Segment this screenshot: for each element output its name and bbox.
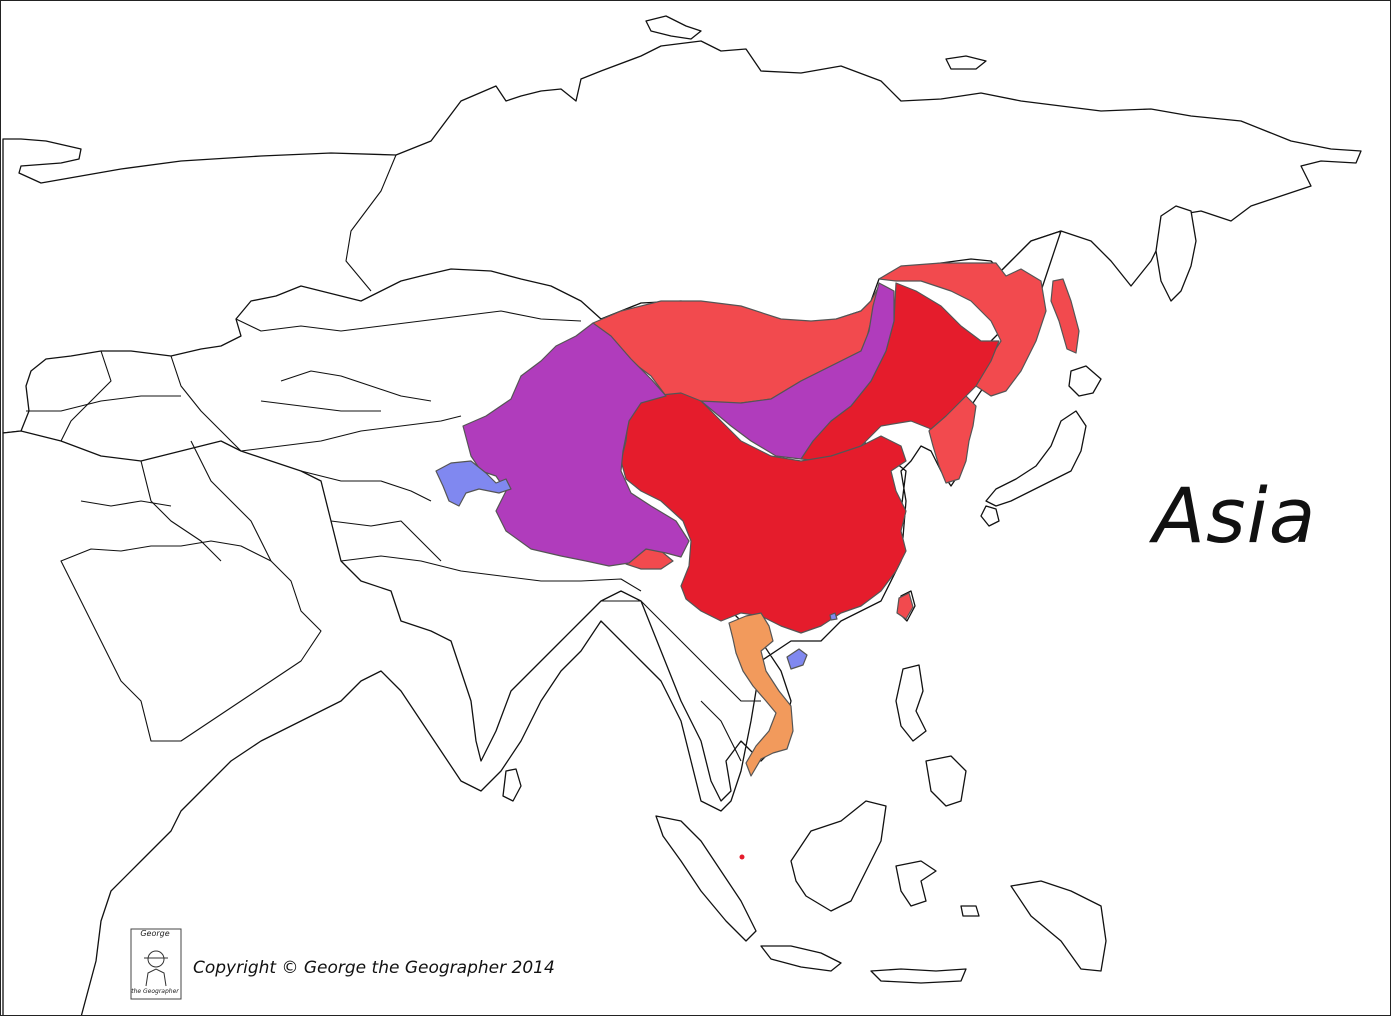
japan-hokkaido — [1068, 365, 1102, 397]
logo-emblem — [130, 928, 182, 1000]
borneo — [790, 800, 887, 912]
japan-kyushu — [980, 505, 1000, 527]
region-inner-mongolia — [700, 282, 895, 460]
severnaya-zemlya — [945, 55, 987, 70]
region-china — [620, 392, 907, 634]
lesser-sunda — [870, 968, 967, 984]
sulawesi — [895, 860, 937, 907]
japan-honshu — [985, 410, 1087, 507]
sumatra — [655, 815, 757, 942]
region-small-blue — [829, 612, 838, 621]
sri-lanka — [502, 768, 522, 802]
country-borders — [26, 154, 761, 762]
logo-bottom-text: the Geographer — [131, 988, 179, 995]
logo: George the Geographer — [129, 927, 181, 999]
novaya-zemlya — [645, 15, 702, 40]
region-western-territories — [462, 322, 690, 567]
region-singapore — [739, 854, 745, 860]
new-guinea — [1010, 880, 1107, 972]
maluku — [960, 905, 980, 917]
region-sakhalin — [1050, 278, 1080, 354]
logo-top-text: George — [140, 929, 170, 938]
arabia-outline — [60, 540, 322, 742]
region-vietnam — [728, 612, 794, 777]
region-russian-far-east — [878, 262, 1047, 397]
philippines-mindanao — [925, 755, 967, 807]
java — [760, 945, 842, 972]
map-title: Asia — [1153, 471, 1317, 560]
region-kashmir — [435, 460, 512, 507]
copyright-text: Copyright © George the Geographer 2014 — [193, 958, 555, 978]
region-taiwan — [896, 592, 914, 620]
region-hainan — [786, 648, 808, 670]
philippines-luzon — [895, 664, 927, 742]
kamchatka — [1155, 205, 1197, 302]
